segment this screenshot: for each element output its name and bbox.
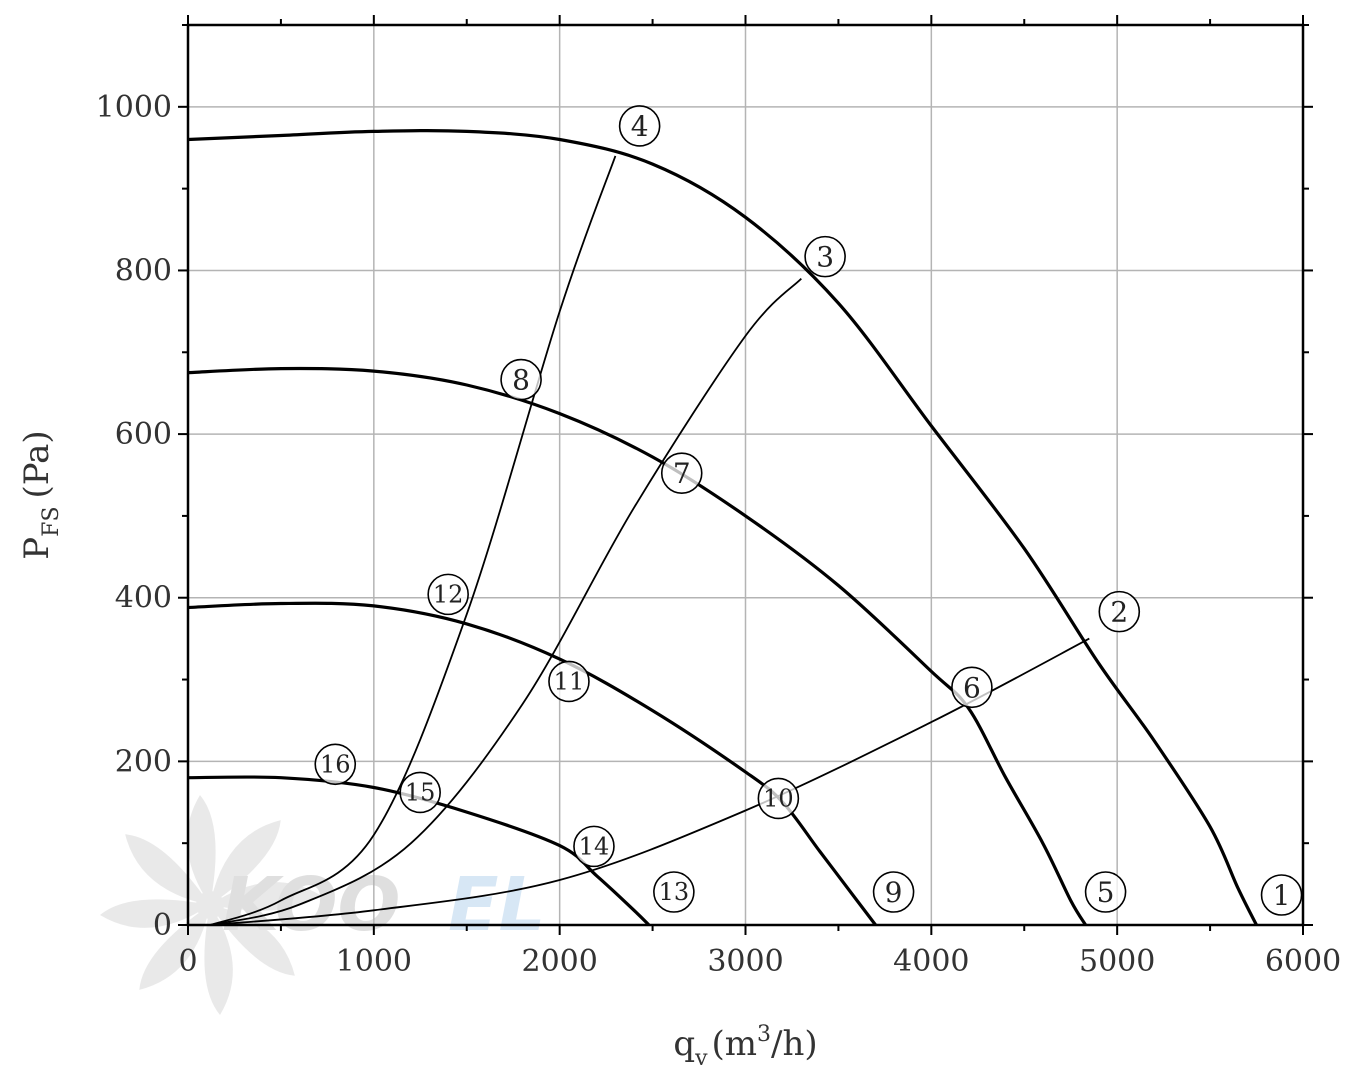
point-label: 3 <box>816 241 834 274</box>
x-tick-label: 4000 <box>893 944 969 979</box>
fan-curve-2 <box>187 366 1087 926</box>
point-circle <box>1084 871 1127 913</box>
operating-point-3: 3 <box>804 235 846 278</box>
point-circle <box>804 235 846 278</box>
point-label: 4 <box>631 110 649 143</box>
point-circle <box>500 358 542 401</box>
point-label: 7 <box>673 457 691 490</box>
x-tick-label: 2000 <box>521 944 597 979</box>
operating-point-5: 5 <box>1084 871 1127 913</box>
watermark-text-light: EL <box>448 862 546 948</box>
tick-labels: 0 1000 2000 3000 4000 5000 6000 0 200 400 600 800 10… <box>96 90 1342 979</box>
system-curve-1 <box>210 155 617 926</box>
operating-point-7: 7 <box>660 452 703 494</box>
point-label: 15 <box>405 778 436 806</box>
watermark-fan-blade <box>100 899 210 928</box>
point-label: 13 <box>659 878 690 906</box>
fan-curve-3 <box>187 601 877 926</box>
point-circle <box>399 771 441 814</box>
point-circle <box>548 660 590 703</box>
axis-ticks <box>178 15 1313 935</box>
system-curve-3 <box>210 637 1090 926</box>
operating-point-11: 11 <box>548 660 590 703</box>
operating-point-6: 6 <box>951 666 993 709</box>
point-circle <box>314 743 357 786</box>
watermark-fan-blade <box>187 795 216 905</box>
grid-lines <box>188 25 1303 925</box>
y-tick-label: 0 <box>153 908 172 943</box>
point-circle <box>872 871 915 913</box>
watermark-fan-blade <box>210 882 320 911</box>
point-circle <box>660 452 703 494</box>
point-circle <box>573 825 615 868</box>
operating-point-8: 8 <box>500 358 542 401</box>
x-tick-label: 6000 <box>1265 944 1341 979</box>
system-curve-2 <box>210 277 802 926</box>
point-label: 14 <box>579 832 610 860</box>
x-tick-label: 5000 <box>1079 944 1155 979</box>
point-circle <box>757 777 800 820</box>
fan-curve-1 <box>187 128 1258 926</box>
watermark-text-dark: KOO <box>222 862 400 948</box>
watermark-fan-blade <box>210 820 281 905</box>
watermark-fan-blade <box>204 905 233 1015</box>
point-circle <box>653 871 695 913</box>
curves-layer <box>187 128 1258 927</box>
operating-point-15: 15 <box>399 771 441 814</box>
operating-point-4: 4 <box>618 105 661 147</box>
operating-point-13: 13 <box>653 871 695 913</box>
y-tick-label: 200 <box>115 744 172 779</box>
point-label: 11 <box>554 667 585 695</box>
point-label: 8 <box>512 364 530 397</box>
y-tick-label: 400 <box>115 581 172 616</box>
point-circle <box>618 105 661 147</box>
operating-point-12: 12 <box>427 573 469 616</box>
y-tick-label: 800 <box>115 253 172 288</box>
operating-point-2: 2 <box>1098 590 1141 633</box>
point-circle <box>951 666 993 709</box>
y-tick-label: 1000 <box>96 90 172 125</box>
point-label: 9 <box>885 876 903 909</box>
operating-point-16: 16 <box>314 743 357 786</box>
point-circle <box>427 573 469 616</box>
point-circle <box>1098 590 1141 633</box>
point-label: 10 <box>763 784 794 812</box>
point-label: 16 <box>320 750 351 778</box>
operating-point-9: 9 <box>872 871 915 913</box>
point-label: 2 <box>1110 596 1128 629</box>
point-label: 1 <box>1273 879 1291 912</box>
y-axis-title: PFS(Pa) <box>17 430 64 559</box>
fan-curve-4 <box>187 775 651 927</box>
watermark-logo: KOO EL <box>100 795 546 1015</box>
operating-point-1: 1 <box>1260 874 1303 916</box>
x-tick-label: 1000 <box>336 944 412 979</box>
y-tick-label: 600 <box>115 417 172 452</box>
point-label: 5 <box>1097 876 1115 909</box>
x-axis-title: qv (m3/h) <box>673 1022 817 1071</box>
operating-point-10: 10 <box>757 777 800 820</box>
operating-point-14: 14 <box>573 825 615 868</box>
point-label: 6 <box>963 671 981 704</box>
x-tick-label: 0 <box>178 944 197 979</box>
point-circle <box>1260 874 1303 916</box>
watermark-fan-hub <box>196 891 224 919</box>
x-tick-label: 3000 <box>707 944 783 979</box>
point-label: 12 <box>433 580 464 608</box>
